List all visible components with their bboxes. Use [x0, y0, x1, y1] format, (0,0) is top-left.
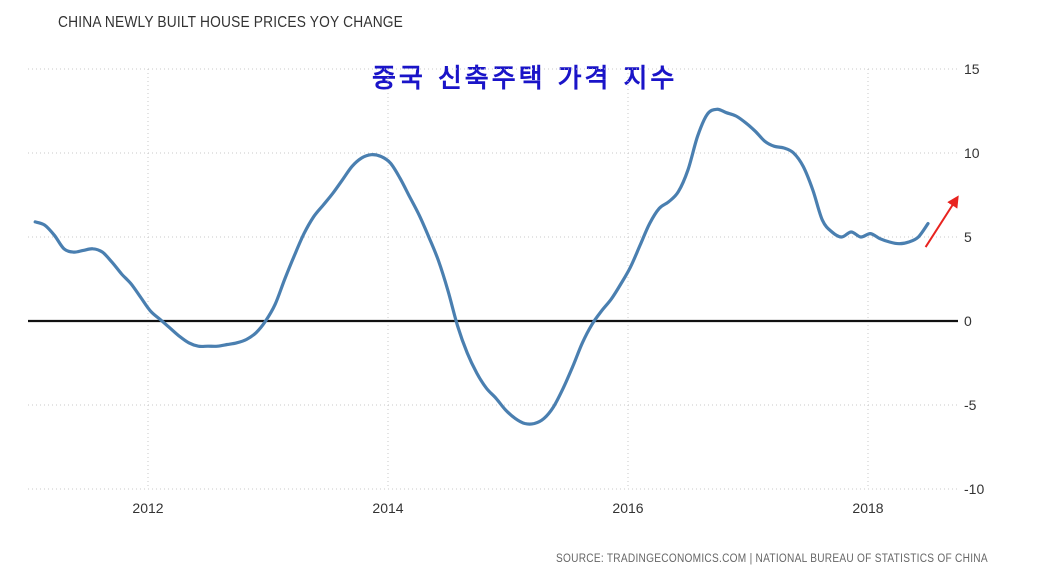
y-tick-label--10: -10 — [964, 481, 984, 497]
annotations — [924, 195, 959, 248]
x-tick-label-2014: 2014 — [372, 500, 403, 516]
grid — [28, 68, 958, 490]
y-tick-label-15: 15 — [964, 61, 980, 77]
x-tick-label-2016: 2016 — [612, 500, 643, 516]
x-tick-label-2018: 2018 — [852, 500, 883, 516]
series-line-0 — [33, 107, 930, 426]
chart-subtitle: 중국 신축주택 가격 지수 — [372, 64, 678, 94]
axis-labels: 15 10 5 0 -5 -10 2012 2014 2016 2018 — [132, 61, 984, 516]
y-tick-label-10: 10 — [964, 145, 980, 161]
source-attribution: SOURCE: TRADINGECONOMICS.COM | NATIONAL … — [556, 553, 988, 565]
y-tick-label-5: 5 — [964, 229, 972, 245]
chart-title: CHINA NEWLY BUILT HOUSE PRICES YOY CHANG… — [58, 14, 404, 31]
y-tick-label-0: 0 — [964, 313, 972, 329]
series-layer — [33, 107, 930, 426]
red-arrow-annotation — [924, 195, 959, 248]
x-tick-label-2012: 2012 — [132, 500, 163, 516]
y-tick-label--5: -5 — [964, 397, 977, 413]
